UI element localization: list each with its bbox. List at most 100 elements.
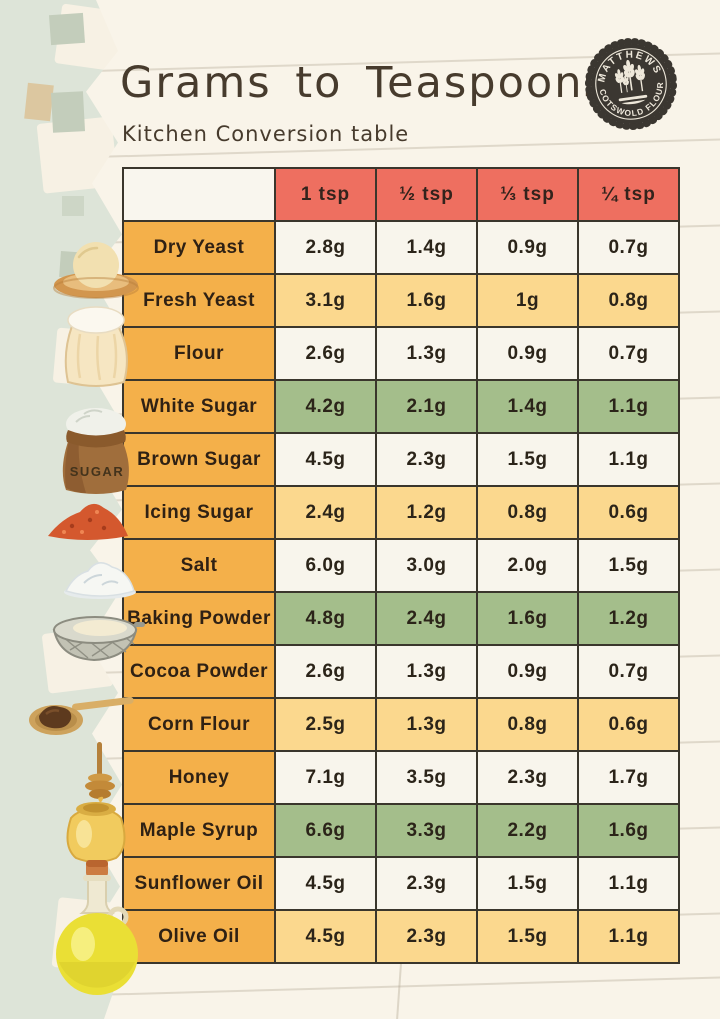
value-cell: 2.3g (476, 750, 579, 805)
value-cell: 1.1g (577, 909, 680, 964)
table-row: Sunflower Oil 4.5g 2.3g 1.5g 1.1g (122, 856, 680, 911)
value-cell: 4.8g (274, 591, 377, 646)
value-cell: 1.3g (375, 697, 478, 752)
icing-sugar-pile-illustration (48, 503, 128, 540)
ingredient-label: Dry Yeast (122, 220, 276, 275)
page-title: Grams to Teaspoons (120, 58, 608, 108)
collage-square (62, 196, 84, 216)
value-cell: 1.5g (476, 432, 579, 487)
value-cell: 0.8g (577, 273, 680, 328)
column-header-half-tsp: ½ tsp (375, 167, 478, 222)
baking-powder-sieve-illustration (52, 616, 145, 662)
value-cell: 2.6g (274, 326, 377, 381)
value-cell: 2.5g (274, 697, 377, 752)
value-cell: 1.6g (577, 803, 680, 858)
conversion-table: 1 tsp ½ tsp ⅓ tsp ¼ tsp Dry Yeast 2.8g 1… (122, 167, 680, 964)
value-cell: 1.6g (476, 591, 579, 646)
header-row: 1 tsp ½ tsp ⅓ tsp ¼ tsp (122, 167, 680, 222)
table-row: Honey 7.1g 3.5g 2.3g 1.7g (122, 750, 680, 805)
table-row: Baking Powder 4.8g 2.4g 1.6g 1.2g (122, 591, 680, 646)
value-cell: 0.6g (577, 485, 680, 540)
honey-pot-illustration (66, 802, 126, 863)
value-cell: 0.8g (476, 697, 579, 752)
value-cell: 1.2g (577, 591, 680, 646)
flour-bag-illustration (64, 306, 128, 387)
cocoa-spoon-illustration (29, 696, 134, 735)
ingredient-label: Baking Powder (122, 591, 276, 646)
table-row: Corn Flour 2.5g 1.3g 0.8g 0.6g (122, 697, 680, 752)
value-cell: 0.9g (476, 644, 579, 699)
page-subtitle: Kitchen Conversion table (122, 122, 410, 146)
column-header-third-tsp: ⅓ tsp (476, 167, 579, 222)
value-cell: 2.8g (274, 220, 377, 275)
value-cell: 0.9g (476, 326, 579, 381)
table-row: Salt 6.0g 3.0g 2.0g 1.5g (122, 538, 680, 593)
ingredient-label: Honey (122, 750, 276, 805)
value-cell: 1.2g (375, 485, 478, 540)
ingredient-label: Cocoa Powder (122, 644, 276, 699)
value-cell: 6.6g (274, 803, 377, 858)
ingredient-label: Sunflower Oil (122, 856, 276, 911)
value-cell: 1.3g (375, 644, 478, 699)
honey-dipper-illustration (85, 742, 115, 803)
value-cell: 1.5g (577, 538, 680, 593)
value-cell: 2.3g (375, 909, 478, 964)
value-cell: 0.7g (577, 644, 680, 699)
value-cell: 3.0g (375, 538, 478, 593)
value-cell: 2.3g (375, 856, 478, 911)
collage-square (50, 91, 86, 133)
value-cell: 3.5g (375, 750, 478, 805)
value-cell: 0.7g (577, 220, 680, 275)
value-cell: 1.7g (577, 750, 680, 805)
value-cell: 1g (476, 273, 579, 328)
value-cell: 2.4g (274, 485, 377, 540)
value-cell: 2.2g (476, 803, 579, 858)
value-cell: 1.1g (577, 379, 680, 434)
ingredient-label: Salt (122, 538, 276, 593)
table-row: Flour 2.6g 1.3g 0.9g 0.7g (122, 326, 680, 381)
salt-mound-illustration (64, 562, 136, 599)
value-cell: 1.5g (476, 856, 579, 911)
value-cell: 4.5g (274, 856, 377, 911)
corner-cell (122, 167, 276, 222)
dry-yeast-dough-illustration (53, 242, 139, 299)
value-cell: 3.3g (375, 803, 478, 858)
value-cell: 3.1g (274, 273, 377, 328)
value-cell: 1.3g (375, 326, 478, 381)
collage-square (24, 82, 54, 122)
matthews-cotswold-flour-logo: MATTHEWS COTSWOLD FLOUR (585, 37, 677, 130)
table-row: Fresh Yeast 3.1g 1.6g 1g 0.8g (122, 273, 680, 328)
table-row: Icing Sugar 2.4g 1.2g 0.8g 0.6g (122, 485, 680, 540)
value-cell: 7.1g (274, 750, 377, 805)
ingredient-label: White Sugar (122, 379, 276, 434)
ingredient-label: Flour (122, 326, 276, 381)
conversion-table-body: Dry Yeast 2.8g 1.4g 0.9g 0.7g Fresh Yeas… (122, 220, 680, 964)
table-row: Cocoa Powder 2.6g 1.3g 0.9g 0.7g (122, 644, 680, 699)
collage-square (48, 12, 86, 46)
value-cell: 1.4g (476, 379, 579, 434)
value-cell: 1.5g (476, 909, 579, 964)
wheat-icon (612, 58, 649, 105)
table-row: White Sugar 4.2g 2.1g 1.4g 1.1g (122, 379, 680, 434)
value-cell: 4.2g (274, 379, 377, 434)
value-cell: 2.4g (375, 591, 478, 646)
ingredient-label: Maple Syrup (122, 803, 276, 858)
value-cell: 6.0g (274, 538, 377, 593)
table-row: Olive Oil 4.5g 2.3g 1.5g 1.1g (122, 909, 680, 964)
table-row: Dry Yeast 2.8g 1.4g 0.9g 0.7g (122, 220, 680, 275)
value-cell: 1.1g (577, 856, 680, 911)
ingredient-label: Icing Sugar (122, 485, 276, 540)
value-cell: 1.1g (577, 432, 680, 487)
value-cell: 2.0g (476, 538, 579, 593)
ingredient-label: Brown Sugar (122, 432, 276, 487)
table-row: Maple Syrup 6.6g 3.3g 2.2g 1.6g (122, 803, 680, 858)
value-cell: 1.6g (375, 273, 478, 328)
value-cell: 0.7g (577, 326, 680, 381)
value-cell: 4.5g (274, 909, 377, 964)
badge-scalloped-edge (585, 37, 677, 130)
olive-oil-bottle-illustration (56, 860, 138, 995)
value-cell: 2.3g (375, 432, 478, 487)
column-header-1tsp: 1 tsp (274, 167, 377, 222)
value-cell: 1.4g (375, 220, 478, 275)
